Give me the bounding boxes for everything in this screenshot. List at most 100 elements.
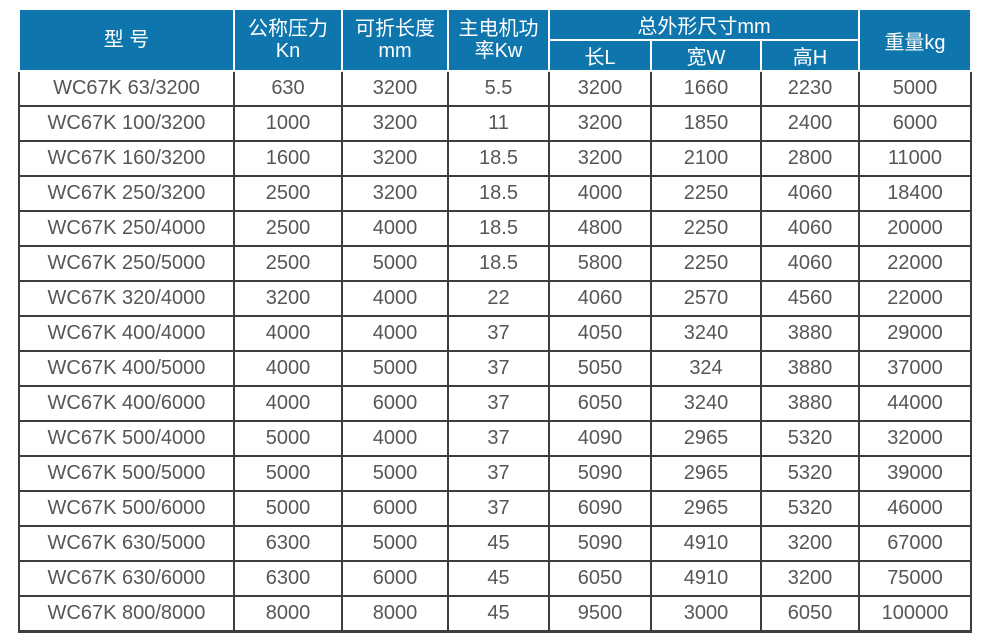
table-row: WC67K 630/5000 6300 5000 45 5090 4910 3200 6700… — [18, 525, 972, 562]
cell-model: WC67K 160/3200 — [18, 140, 235, 177]
table-row: WC67K 250/5000 2500 5000 18.5 5800 2250 4060 22… — [18, 245, 972, 282]
table-row: WC67K 500/4000 5000 4000 37 4090 2965 5320 3200… — [18, 420, 972, 457]
cell-fold-length-mm: 4000 — [341, 210, 449, 247]
cell-height-h: 4060 — [760, 175, 860, 212]
cell-model: WC67K 500/4000 — [18, 420, 235, 457]
cell-weight-kg: 67000 — [858, 525, 972, 562]
cell-height-h: 5320 — [760, 420, 860, 457]
cell-pressure-kn: 4000 — [233, 315, 343, 352]
cell-pressure-kn: 1600 — [233, 140, 343, 177]
table-row: WC67K 400/5000 4000 5000 37 5050 324 3880 37000 — [18, 350, 972, 387]
cell-length-l: 5090 — [548, 455, 652, 492]
cell-length-l: 5050 — [548, 350, 652, 387]
cell-model: WC67K 500/5000 — [18, 455, 235, 492]
cell-motor-power-kw: 37 — [447, 420, 550, 457]
cell-fold-length-mm: 6000 — [341, 385, 449, 422]
cell-width-w: 2250 — [650, 245, 762, 282]
cell-length-l: 6050 — [548, 560, 652, 597]
cell-length-l: 5800 — [548, 245, 652, 282]
cell-motor-power-kw: 5.5 — [447, 70, 550, 107]
cell-model: WC67K 250/5000 — [18, 245, 235, 282]
cell-length-l: 6050 — [548, 385, 652, 422]
cell-model: WC67K 400/4000 — [18, 315, 235, 352]
cell-weight-kg: 6000 — [858, 105, 972, 142]
cell-weight-kg: 22000 — [858, 280, 972, 317]
cell-height-h: 3200 — [760, 525, 860, 562]
cell-height-h: 4060 — [760, 210, 860, 247]
cell-motor-power-kw: 37 — [447, 490, 550, 527]
table-row: WC67K 100/3200 1000 3200 11 3200 1850 2400 6000 — [18, 105, 972, 142]
table-row: WC67K 160/3200 1600 3200 18.5 3200 2100 2800 11… — [18, 140, 972, 177]
spec-table: 型 号 公称压力 Kn 可折长度 mm 主电机功 率Kw 总外形尺寸mm 重量k… — [18, 8, 972, 633]
col-header-overall-dims: 总外形尺寸mm — [548, 8, 860, 41]
cell-weight-kg: 37000 — [858, 350, 972, 387]
cell-model: WC67K 100/3200 — [18, 105, 235, 142]
table-row: WC67K 63/3200 630 3200 5.5 3200 1660 2230 5000 — [18, 70, 972, 107]
cell-weight-kg: 5000 — [858, 70, 972, 107]
col-header-pressure: 公称压力 Kn — [233, 8, 343, 72]
cell-model: WC67K 63/3200 — [18, 70, 235, 107]
cell-motor-power-kw: 18.5 — [447, 140, 550, 177]
cell-weight-kg: 75000 — [858, 560, 972, 597]
col-header-dim-length: 长L — [548, 39, 652, 72]
cell-motor-power-kw: 37 — [447, 455, 550, 492]
col-header-fold-length-line2: mm — [378, 40, 412, 62]
cell-fold-length-mm: 5000 — [341, 455, 449, 492]
cell-length-l: 4000 — [548, 175, 652, 212]
cell-length-l: 4050 — [548, 315, 652, 352]
cell-width-w: 1850 — [650, 105, 762, 142]
cell-height-h: 4560 — [760, 280, 860, 317]
cell-width-w: 2570 — [650, 280, 762, 317]
cell-length-l: 4800 — [548, 210, 652, 247]
col-header-motor-power: 主电机功 率Kw — [447, 8, 550, 72]
cell-motor-power-kw: 37 — [447, 385, 550, 422]
col-header-model: 型 号 — [18, 8, 235, 72]
cell-height-h: 3880 — [760, 350, 860, 387]
cell-weight-kg: 39000 — [858, 455, 972, 492]
cell-fold-length-mm: 3200 — [341, 140, 449, 177]
cell-fold-length-mm: 3200 — [341, 70, 449, 107]
cell-pressure-kn: 4000 — [233, 350, 343, 387]
col-header-motor-power-line1: 主电机功 — [458, 18, 539, 40]
cell-pressure-kn: 2500 — [233, 245, 343, 282]
cell-fold-length-mm: 6000 — [341, 490, 449, 527]
cell-pressure-kn: 6300 — [233, 560, 343, 597]
cell-motor-power-kw: 37 — [447, 350, 550, 387]
cell-width-w: 4910 — [650, 560, 762, 597]
cell-width-w: 4910 — [650, 525, 762, 562]
cell-motor-power-kw: 45 — [447, 525, 550, 562]
cell-model: WC67K 800/8000 — [18, 595, 235, 633]
cell-weight-kg: 18400 — [858, 175, 972, 212]
cell-model: WC67K 400/6000 — [18, 385, 235, 422]
cell-pressure-kn: 6300 — [233, 525, 343, 562]
cell-width-w: 324 — [650, 350, 762, 387]
cell-pressure-kn: 5000 — [233, 490, 343, 527]
cell-pressure-kn: 1000 — [233, 105, 343, 142]
table-row: WC67K 500/5000 5000 5000 37 5090 2965 5320 3900… — [18, 455, 972, 492]
cell-motor-power-kw: 22 — [447, 280, 550, 317]
cell-height-h: 2230 — [760, 70, 860, 107]
cell-width-w: 2250 — [650, 210, 762, 247]
cell-motor-power-kw: 18.5 — [447, 210, 550, 247]
cell-length-l: 9500 — [548, 595, 652, 633]
cell-fold-length-mm: 3200 — [341, 175, 449, 212]
table-row: WC67K 320/4000 3200 4000 22 4060 2570 4560 2200… — [18, 280, 972, 317]
table-row: WC67K 500/6000 5000 6000 37 6090 2965 5320 4600… — [18, 490, 972, 527]
col-header-dim-width: 宽W — [650, 39, 762, 72]
table-row: WC67K 400/6000 4000 6000 37 6050 3240 3880 4400… — [18, 385, 972, 422]
cell-pressure-kn: 8000 — [233, 595, 343, 633]
col-header-motor-power-line2: 率Kw — [474, 40, 523, 62]
cell-model: WC67K 630/6000 — [18, 560, 235, 597]
cell-fold-length-mm: 5000 — [341, 525, 449, 562]
cell-model: WC67K 500/6000 — [18, 490, 235, 527]
cell-height-h: 5320 — [760, 490, 860, 527]
table-row: WC67K 250/3200 2500 3200 18.5 4000 2250 4060 18… — [18, 175, 972, 212]
cell-fold-length-mm: 4000 — [341, 280, 449, 317]
cell-height-h: 2800 — [760, 140, 860, 177]
cell-fold-length-mm: 4000 — [341, 315, 449, 352]
cell-pressure-kn: 4000 — [233, 385, 343, 422]
cell-pressure-kn: 630 — [233, 70, 343, 107]
cell-weight-kg: 11000 — [858, 140, 972, 177]
table-row: WC67K 630/6000 6300 6000 45 6050 4910 3200 7500… — [18, 560, 972, 597]
cell-height-h: 4060 — [760, 245, 860, 282]
